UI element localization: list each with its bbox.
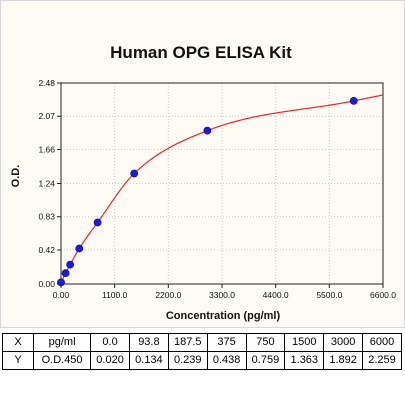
x-tick-label: 3300.0: [209, 290, 235, 300]
y-tick-label: 0.42: [38, 245, 55, 255]
data-point: [130, 169, 139, 178]
value-cell: 93.8: [128, 333, 169, 352]
value-cell: 375: [206, 333, 247, 352]
standard-curve-chart: Human OPG ELISA Kit O.D. Concentration (…: [10, 43, 396, 322]
value-cell: 187.5: [167, 333, 208, 352]
x-axis-label: Concentration (pg/ml): [166, 310, 281, 322]
y-tick-label: 2.07: [38, 111, 55, 121]
row-header: Y: [2, 351, 34, 370]
x-tick-label: 2200.0: [155, 290, 181, 300]
value-cell: 0.438: [206, 351, 247, 370]
value-cell: 1500: [284, 333, 325, 352]
x-tick-label: 0.00: [53, 290, 70, 300]
x-tick-label: 6600.0: [370, 290, 396, 300]
y-tick-label: 0.83: [38, 212, 55, 222]
row-header: X: [2, 333, 34, 352]
data-point: [75, 244, 84, 253]
data-point: [203, 126, 212, 135]
chart-title: Human OPG ELISA Kit: [110, 43, 292, 62]
value-cell: 0.134: [128, 351, 169, 370]
x-tick-label: 1100.0: [102, 290, 128, 300]
y-tick-label: 1.24: [38, 179, 55, 189]
value-cell: 6000: [362, 333, 402, 352]
value-cell: 0.759: [245, 351, 286, 370]
value-cell: 1.892: [323, 351, 364, 370]
chart-panel: Human OPG ELISA Kit O.D. Concentration (…: [0, 0, 405, 328]
y-tick-label: 1.66: [38, 144, 55, 154]
y-axis-label: O.D.: [10, 165, 22, 188]
grid: [61, 83, 383, 284]
value-cell: 1.363: [284, 351, 325, 370]
value-cell: 0.239: [167, 351, 208, 370]
value-cell: 3000: [323, 333, 364, 352]
axis-ticks: 0.00 1100.0 2200.0 3300.0 4400.0 5500.0 6600.0…: [38, 78, 396, 300]
data-points: [57, 97, 358, 287]
x-tick-label: 5500.0: [316, 290, 342, 300]
y-tick-label: 2.48: [38, 78, 55, 88]
data-point: [57, 278, 65, 287]
value-cell: 0.020: [90, 351, 130, 370]
unit-cell: pg/ml: [32, 333, 92, 352]
fit-curve: [60, 94, 384, 283]
value-cell: 0.0: [90, 333, 130, 352]
data-point: [61, 269, 70, 278]
unit-cell: O.D.450: [32, 351, 92, 370]
data-point: [93, 218, 102, 227]
value-cell: 750: [245, 333, 286, 352]
y-tick-label: 0.00: [38, 279, 55, 289]
value-cell: 2.259: [362, 351, 402, 370]
table-row: Y O.D.450 0.020 0.134 0.239 0.438 0.759 1.363 1.…: [2, 351, 402, 370]
data-point: [66, 260, 75, 269]
data-point: [349, 97, 358, 105]
x-tick-label: 4400.0: [263, 290, 289, 300]
